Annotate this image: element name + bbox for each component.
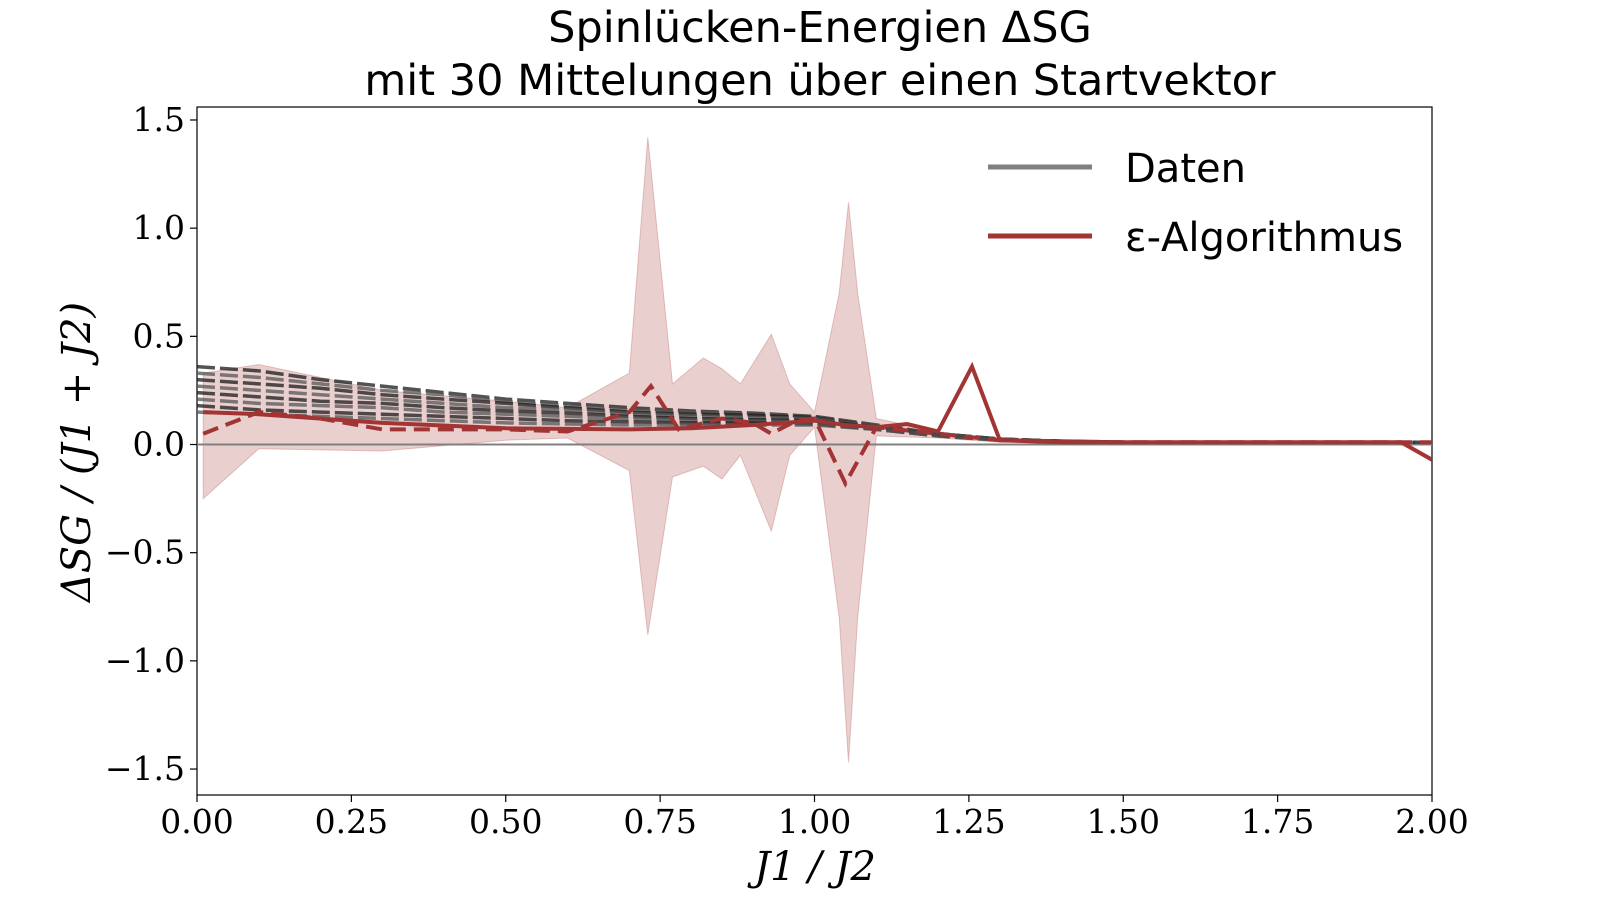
x-tick-label: 0.50 [469,802,542,841]
y-tick-label: −1.5 [105,749,185,788]
epsilon-dashed-line [202,382,1432,488]
chart-title: Spinlücken-Energien ΔSG [548,3,1092,53]
y-tick-label: 1.5 [133,100,185,139]
y-tick-label: −0.5 [105,533,185,572]
plot-area [196,106,1433,796]
y-tick-label: 0.0 [133,425,185,464]
legend: Daten ε-Algorithmus [988,146,1403,261]
x-axis-label: J1 / J2 [747,844,876,890]
plot-layer [197,137,1432,763]
axis-ticks: 0.00 0.25 0.50 0.75 1.00 1.25 1.50 1.75 2.00 −1.5… [105,100,1469,841]
legend-label-epsilon: ε-Algorithmus [1125,215,1403,261]
x-tick-label: 1.25 [932,802,1005,841]
x-tick-label: 1.75 [1241,802,1314,841]
x-tick-label: 2.00 [1395,802,1468,841]
y-tick-label: 1.0 [133,208,185,247]
y-tick-label: 0.5 [133,316,185,355]
x-tick-label: 0.25 [315,802,388,841]
y-axis-label: ΔSG / (J1 + J2) [54,302,100,604]
x-tick-label: 0.00 [160,802,233,841]
x-tick-label: 1.50 [1087,802,1160,841]
epsilon-uncertainty-band [202,137,1432,763]
x-tick-label: 1.00 [778,802,851,841]
y-tick-label: −1.0 [105,641,185,680]
legend-label-data: Daten [1125,146,1246,192]
chart-subtitle: mit 30 Mittelungen über einen Startvekto… [364,56,1275,106]
x-tick-label: 0.75 [623,802,696,841]
